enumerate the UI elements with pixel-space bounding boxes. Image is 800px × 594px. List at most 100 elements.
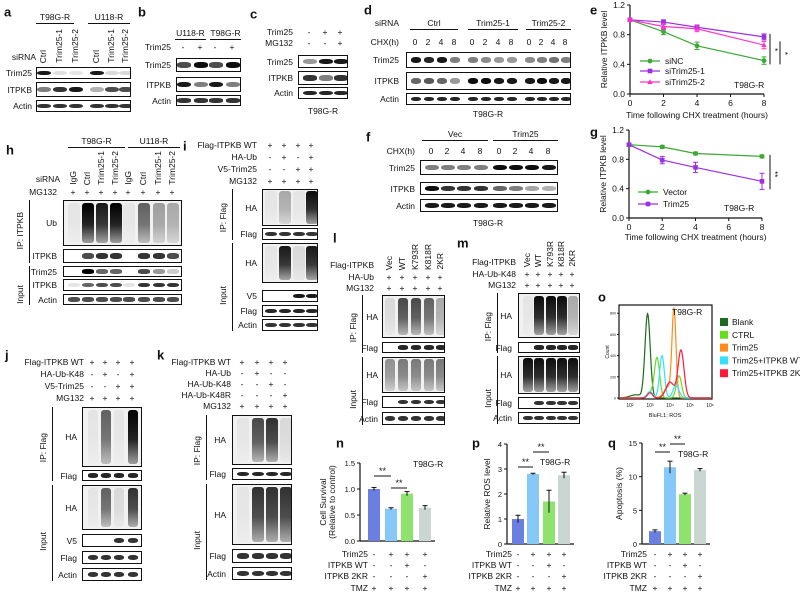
band [568,415,578,421]
band [153,282,165,288]
blot-actin [382,412,445,425]
group-header: T98G-R [210,27,241,38]
band [423,96,435,102]
band [534,415,544,421]
blot-label-ha: HA [245,202,257,213]
blot-label-ha: HA [65,431,77,442]
blot-itpkb [63,279,182,291]
band [265,294,277,299]
lane-label: Ctrl [38,49,48,63]
condition-value: + [70,186,76,197]
band [127,538,139,543]
smear-lane [423,297,435,336]
cell-line-label: T98G-R [472,217,504,228]
condition-label: ITPKB WT [471,559,512,570]
x-tick-label: 10⁴ [666,403,674,409]
group-underline [36,23,74,24]
lane-label: Trim25-2 [167,151,177,185]
condition-value: + [682,548,688,559]
condition-value: + [102,392,108,403]
x-tick-label: 0 [627,222,632,232]
band [119,86,130,93]
band [113,555,125,560]
condition-value: + [404,548,410,559]
group-underline [128,147,180,148]
y-tick-label: 0.4 [613,59,625,69]
condition-value: + [308,175,314,186]
condition-value: + [667,548,673,559]
section-bracket [497,356,498,424]
band [410,416,422,421]
band [68,282,80,288]
blot-label-actin: Actin [396,200,415,211]
blot-label-actin: Actin [493,412,512,423]
band [193,62,209,68]
band [53,86,67,93]
blot-label-flag: Flag [209,550,226,561]
bar [694,469,706,544]
section-label: IP: Flag [348,312,358,342]
band [493,186,507,191]
smear-lane [127,410,139,464]
significance-label: * [770,48,779,51]
legend-marker [645,201,651,207]
condition-value: + [386,271,392,282]
condition-value: - [255,378,259,389]
band [436,57,448,63]
legend-swatch [720,343,728,352]
blot-flag [232,549,292,563]
bar [649,531,661,544]
band [436,96,448,102]
series-line-siNC [629,19,765,62]
condition-value: 8 [545,145,551,156]
band [167,297,179,302]
smear-lane [306,191,317,224]
band [138,253,150,259]
condition-value: - [372,548,376,559]
cell-line-label: T98G-R [472,108,504,119]
lane-label: Trim25-2 [120,29,130,63]
condition-label: TMZ [494,582,512,593]
bar [527,474,539,544]
blot-label-itpkb: ITPKB [146,79,171,90]
condition-value: - [372,559,376,570]
group-underline [493,140,558,141]
band [436,78,448,84]
band [105,70,119,76]
panel-label-q: q [608,435,616,451]
condition-value: - [389,559,393,570]
section-label: Input [38,532,48,551]
condition-value: + [558,268,564,279]
condition-value: + [515,582,521,593]
band [88,538,99,543]
band [493,78,505,84]
condition-value: + [115,392,121,403]
y-tick-label: 0.4 [612,184,624,194]
band [525,203,539,208]
band [410,78,422,84]
blot-label-ha: HA [65,502,77,513]
data-point-siTrim25-2 [627,17,633,22]
legend-label: siTrim25-1 [665,66,705,76]
band [113,538,125,543]
band [542,186,556,191]
condition-value: - [240,367,244,378]
condition-value: + [268,356,274,367]
blot-label-ha: HA [214,509,226,520]
lane-label: Trim25-1 [54,29,64,63]
band [410,345,422,350]
condition-label: Trim25 [144,41,171,52]
condition-label: TMZ [629,582,647,593]
blot-actin [82,568,142,581]
band [279,294,291,299]
band [37,103,51,109]
blot-actin [298,87,348,99]
band [441,186,455,191]
y-tick-label: 1 [498,515,502,524]
lane-label: Vec [384,255,394,270]
band [410,96,422,102]
condition-value: + [267,139,273,150]
y-axis-label: Relative ITPKB level [598,135,608,213]
section-label: Input [192,531,202,550]
